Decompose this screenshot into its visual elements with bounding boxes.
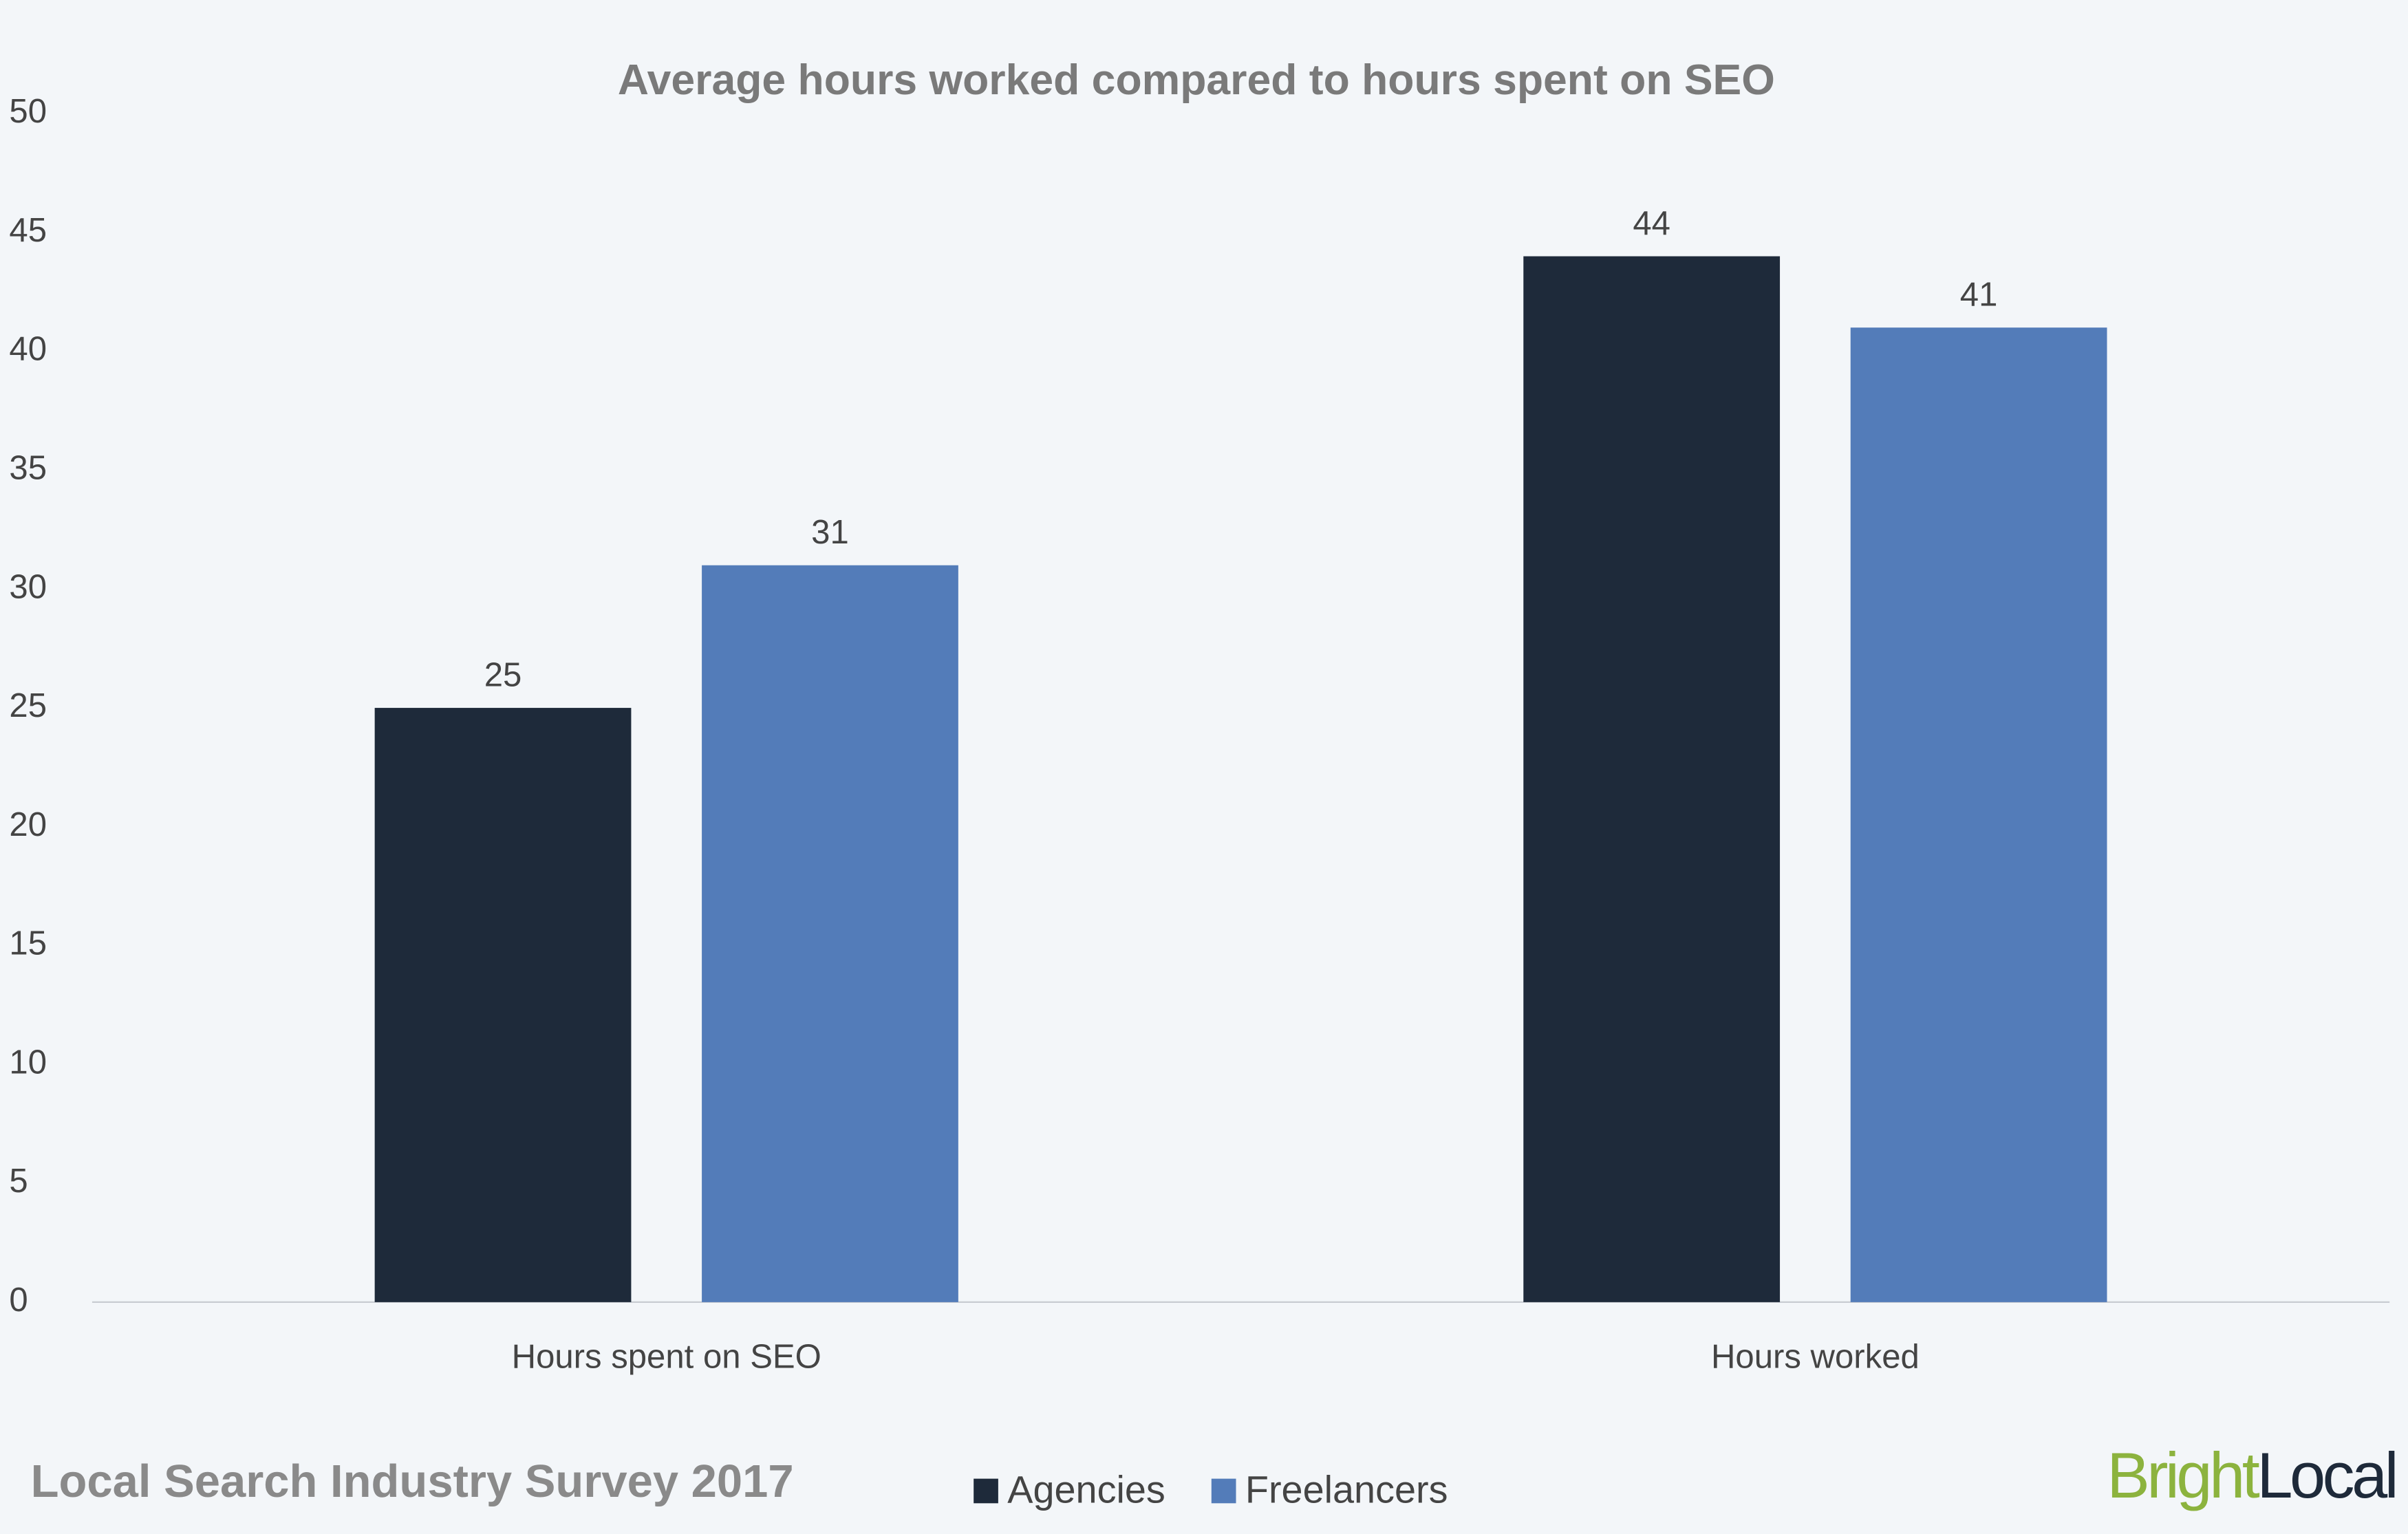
- y-tick-label: 0: [9, 1282, 28, 1319]
- bar: [374, 708, 632, 1302]
- y-tick-label: 10: [9, 1044, 47, 1081]
- value-label: 31: [811, 514, 849, 551]
- y-tick-label: 30: [9, 568, 47, 605]
- legend-label: Agencies: [1007, 1467, 1165, 1511]
- value-label: 44: [1633, 205, 1670, 242]
- value-label: 25: [484, 656, 522, 693]
- y-tick-label: 20: [9, 806, 47, 843]
- legend-swatch: [974, 1478, 998, 1504]
- y-tick-label: 25: [9, 687, 47, 724]
- logo-part: Bright: [2107, 1439, 2260, 1511]
- y-tick-label: 15: [9, 925, 47, 962]
- y-tick-label: 35: [9, 449, 47, 486]
- y-tick-label: 50: [9, 93, 47, 130]
- bar: [702, 565, 958, 1302]
- y-tick-label: 45: [9, 212, 47, 249]
- y-tick-label: 40: [9, 331, 47, 368]
- bar: [1850, 327, 2107, 1302]
- logo: BrightLocal: [2107, 1439, 2396, 1511]
- x-tick-label: Hours spent on SEO: [512, 1338, 821, 1375]
- footer-source: Local Search Industry Survey 2017: [31, 1456, 794, 1507]
- y-tick-label: 5: [9, 1163, 28, 1200]
- x-tick-label: Hours worked: [1711, 1338, 1920, 1375]
- chart-title: Average hours worked compared to hours s…: [618, 56, 1775, 104]
- bar: [1523, 256, 1781, 1302]
- value-label: 41: [1960, 277, 1998, 314]
- legend-label: Freelancers: [1245, 1467, 1448, 1511]
- logo-part: Local: [2257, 1439, 2396, 1511]
- legend-swatch: [1211, 1478, 1236, 1504]
